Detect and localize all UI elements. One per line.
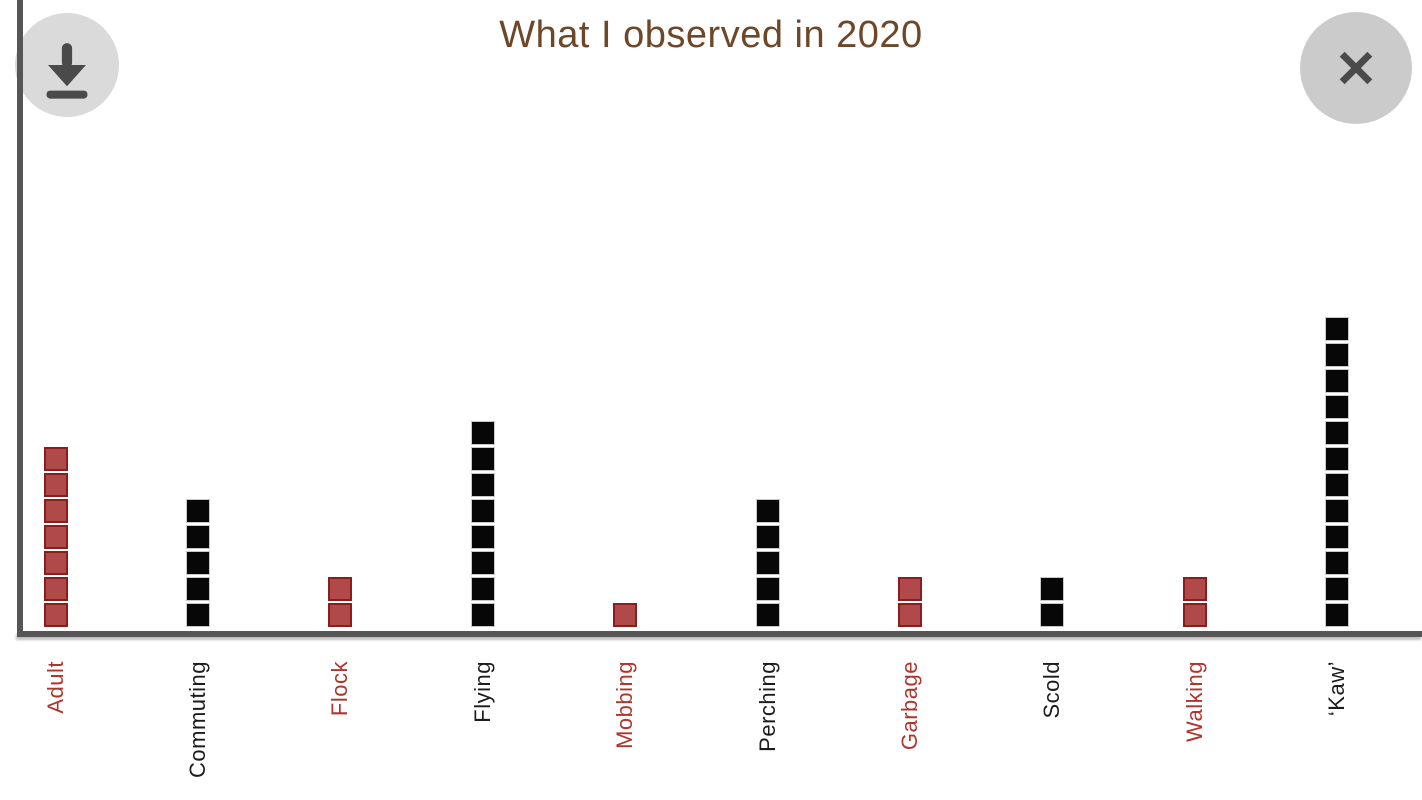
- unit-square-black: [1325, 473, 1350, 497]
- unit-square-black: [755, 525, 780, 549]
- x-tick-label: Flock: [327, 661, 353, 717]
- unit-square-red: [43, 603, 68, 627]
- unit-square-black: [755, 551, 780, 575]
- unit-square-black: [185, 499, 210, 523]
- x-tick-label: Flying: [469, 661, 495, 723]
- x-tick-label: Commuting: [184, 661, 210, 778]
- unit-square-black: [185, 525, 210, 549]
- unit-square-black: [755, 499, 780, 523]
- unit-square-black: [470, 421, 495, 445]
- unit-square-red: [898, 603, 923, 627]
- unit-square-red: [43, 499, 68, 523]
- unit-square-red: [613, 603, 638, 627]
- unit-square-black: [1040, 603, 1065, 627]
- unit-square-black: [1325, 577, 1350, 601]
- unit-square-black: [1325, 317, 1350, 341]
- x-tick-label: Mobbing: [612, 661, 638, 749]
- unit-square-black: [470, 499, 495, 523]
- x-tick-label: Perching: [754, 661, 780, 752]
- y-axis-line: [17, 0, 23, 637]
- unit-square-red: [43, 447, 68, 471]
- x-tick-label: Scold: [1039, 661, 1065, 719]
- unit-square-black: [1325, 395, 1350, 419]
- unit-square-black: [470, 473, 495, 497]
- x-tick-label: Adult: [42, 661, 68, 714]
- x-tick-label: ‘Kaw’: [1324, 661, 1350, 717]
- unit-square-black: [1325, 551, 1350, 575]
- unit-square-black: [1040, 577, 1065, 601]
- unit-square-black: [470, 525, 495, 549]
- unit-square-black: [1325, 603, 1350, 627]
- chart-title: What I observed in 2020: [499, 14, 923, 56]
- unit-square-black: [470, 551, 495, 575]
- close-icon: [1339, 51, 1373, 85]
- unit-square-red: [43, 577, 68, 601]
- unit-square-red: [328, 577, 353, 601]
- unit-square-black: [1325, 369, 1350, 393]
- download-icon: [46, 43, 88, 99]
- unit-square-black: [1325, 499, 1350, 523]
- unit-square-red: [1182, 603, 1207, 627]
- unit-square-black: [185, 551, 210, 575]
- unit-square-black: [470, 603, 495, 627]
- unit-square-black: [1325, 525, 1350, 549]
- unit-square-black: [470, 577, 495, 601]
- unit-square-black: [185, 577, 210, 601]
- close-button[interactable]: [1300, 12, 1412, 124]
- unit-square-black: [1325, 421, 1350, 445]
- unit-square-black: [470, 447, 495, 471]
- unit-square-black: [1325, 343, 1350, 367]
- unit-square-black: [755, 577, 780, 601]
- x-tick-label: Walking: [1181, 661, 1207, 742]
- unit-square-red: [43, 551, 68, 575]
- unit-square-black: [1325, 447, 1350, 471]
- unit-square-red: [1182, 577, 1207, 601]
- unit-square-black: [755, 603, 780, 627]
- x-tick-label: Garbage: [897, 661, 923, 751]
- unit-square-black: [185, 603, 210, 627]
- x-axis-line: [17, 631, 1422, 637]
- unit-square-red: [43, 473, 68, 497]
- unit-square-red: [328, 603, 353, 627]
- unit-square-red: [43, 525, 68, 549]
- unit-square-red: [898, 577, 923, 601]
- download-button[interactable]: [15, 13, 119, 117]
